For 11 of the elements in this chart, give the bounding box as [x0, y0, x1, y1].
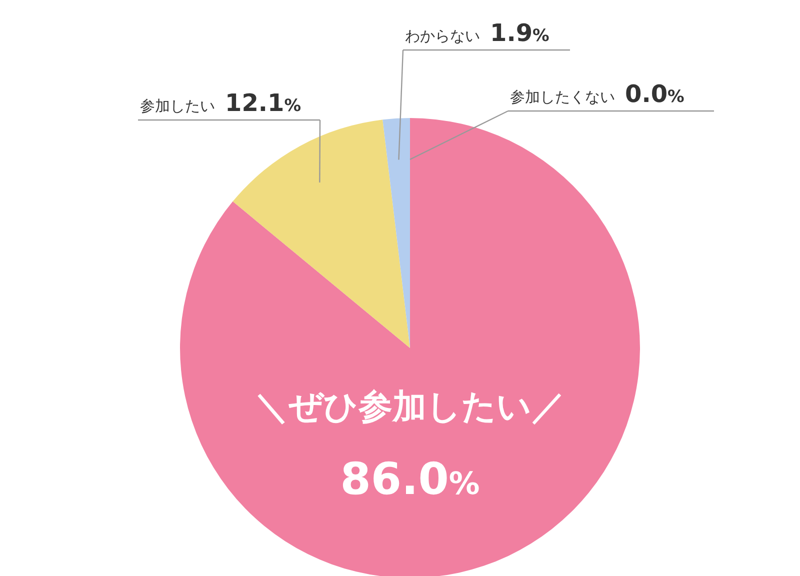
pie-slice	[180, 118, 640, 576]
slice-label: ＼ぜひ参加したい／	[254, 387, 566, 427]
data-label: 86.0%	[340, 454, 480, 505]
text: 0.0%	[625, 80, 684, 108]
data-label: 1.9%	[490, 19, 550, 47]
pie-slice	[232, 120, 410, 348]
slice-label: わからない	[405, 27, 480, 45]
data-label: 12.1%	[225, 89, 302, 117]
pie-slice	[382, 118, 410, 348]
category-label: 参加したくない	[510, 88, 615, 106]
slice-label: 参加したい	[140, 97, 215, 115]
